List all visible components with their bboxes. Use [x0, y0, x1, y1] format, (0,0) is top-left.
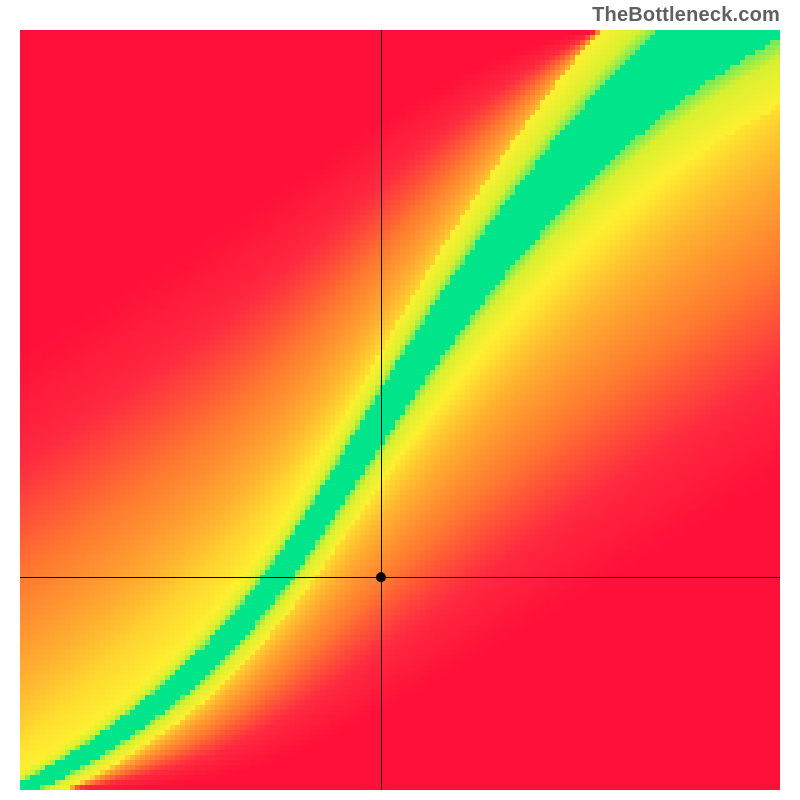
chart-container: TheBottleneck.com	[0, 0, 800, 800]
bottleneck-heatmap	[0, 0, 800, 800]
watermark-text: TheBottleneck.com	[592, 4, 780, 27]
